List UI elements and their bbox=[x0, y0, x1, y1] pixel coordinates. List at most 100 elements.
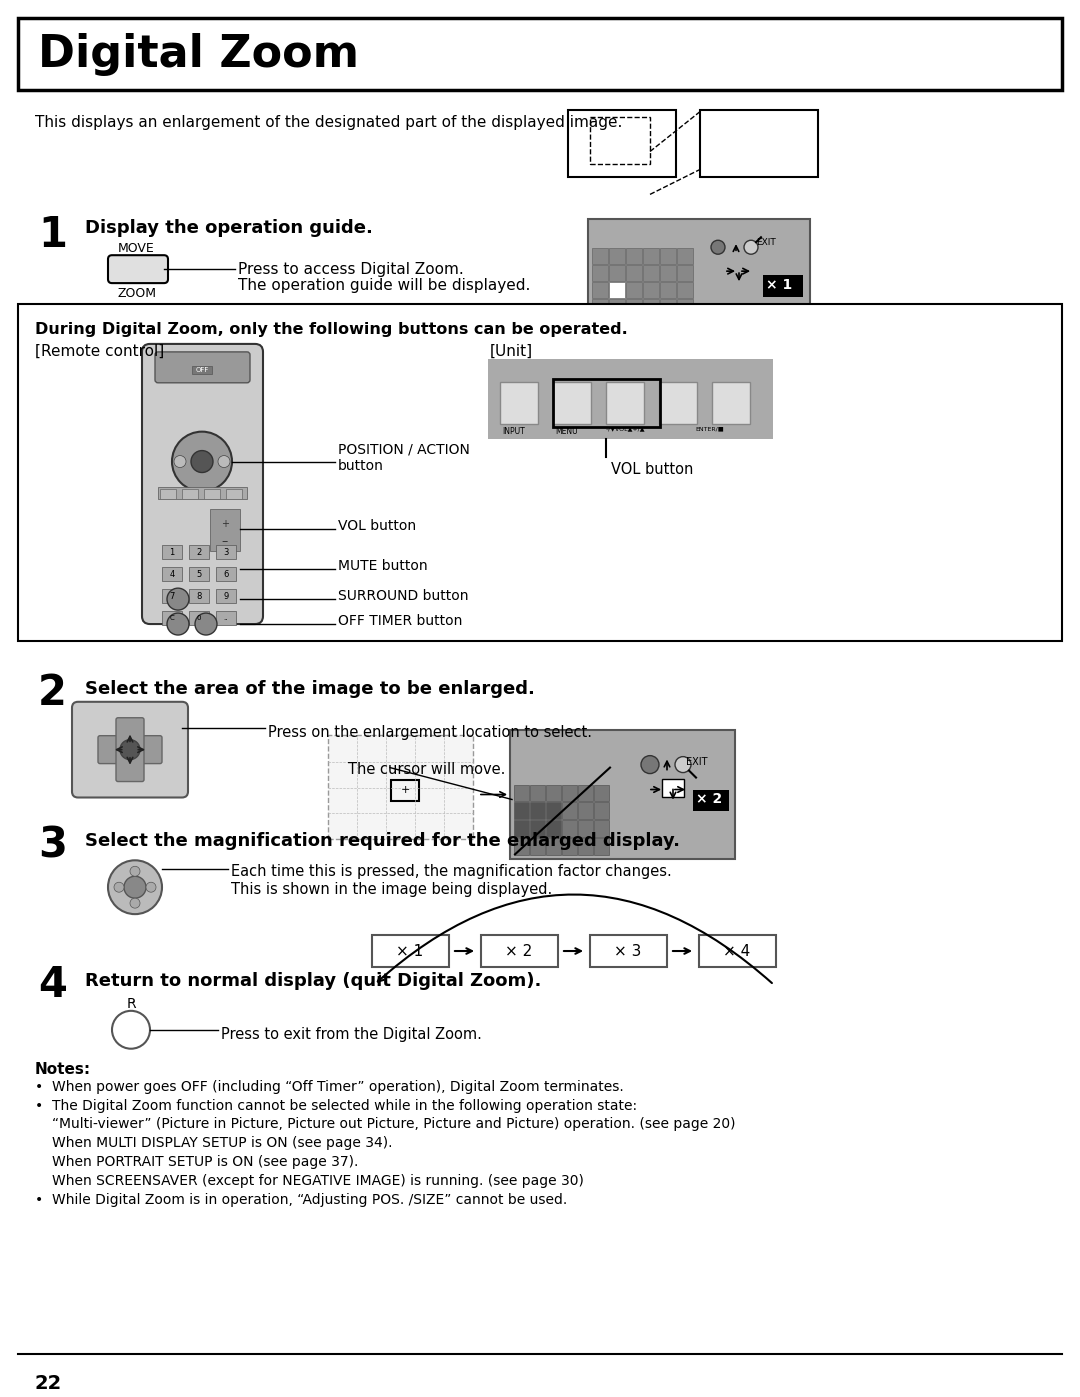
Bar bbox=[562, 820, 577, 837]
Bar bbox=[677, 299, 693, 314]
Bar bbox=[514, 785, 529, 802]
FancyBboxPatch shape bbox=[156, 352, 249, 383]
FancyBboxPatch shape bbox=[108, 256, 168, 284]
FancyBboxPatch shape bbox=[116, 718, 144, 781]
Circle shape bbox=[167, 588, 189, 610]
Circle shape bbox=[130, 866, 140, 876]
Text: 7: 7 bbox=[170, 591, 175, 601]
Text: Press on the enlargement location to select.: Press on the enlargement location to sel… bbox=[268, 725, 592, 740]
Bar bbox=[514, 802, 529, 820]
Bar bbox=[578, 785, 593, 802]
Bar bbox=[18, 305, 1062, 641]
Bar bbox=[189, 545, 210, 559]
Text: 2: 2 bbox=[197, 548, 202, 557]
Bar bbox=[677, 249, 693, 264]
Text: –: – bbox=[221, 535, 228, 548]
Circle shape bbox=[744, 240, 758, 254]
Bar bbox=[189, 610, 210, 624]
Bar bbox=[216, 545, 237, 559]
Text: The operation guide will be displayed.: The operation guide will be displayed. bbox=[238, 278, 530, 293]
Bar bbox=[609, 282, 625, 298]
Text: MENU: MENU bbox=[555, 426, 578, 436]
Text: •  The Digital Zoom function cannot be selected while in the following operation: • The Digital Zoom function cannot be se… bbox=[35, 1098, 637, 1112]
Text: MUTE button: MUTE button bbox=[338, 559, 428, 573]
Circle shape bbox=[711, 240, 725, 254]
Text: 6: 6 bbox=[224, 570, 229, 578]
Bar bbox=[18, 18, 1062, 89]
Bar bbox=[660, 282, 676, 298]
Bar bbox=[578, 802, 593, 820]
Text: Select the area of the image to be enlarged.: Select the area of the image to be enlar… bbox=[85, 680, 535, 698]
Bar bbox=[481, 935, 558, 967]
Text: ..: .. bbox=[224, 615, 228, 622]
Circle shape bbox=[195, 613, 217, 636]
Bar bbox=[590, 935, 667, 967]
FancyBboxPatch shape bbox=[141, 344, 264, 624]
Text: 3: 3 bbox=[224, 548, 229, 557]
Text: When MULTI DISPLAY SETUP is ON (see page 34).: When MULTI DISPLAY SETUP is ON (see page… bbox=[52, 1136, 392, 1151]
Bar bbox=[189, 567, 210, 581]
Circle shape bbox=[191, 451, 213, 472]
Text: Display the operation guide.: Display the operation guide. bbox=[85, 219, 373, 237]
Text: × 4: × 4 bbox=[724, 943, 751, 958]
Bar bbox=[578, 820, 593, 837]
Bar bbox=[162, 545, 183, 559]
Bar bbox=[391, 780, 419, 802]
Circle shape bbox=[114, 883, 124, 893]
Text: When PORTRAIT SETUP is ON (see page 37).: When PORTRAIT SETUP is ON (see page 37). bbox=[52, 1155, 359, 1169]
Bar bbox=[160, 489, 176, 500]
Text: Press to exit from the Digital Zoom.: Press to exit from the Digital Zoom. bbox=[221, 1027, 482, 1042]
Bar bbox=[588, 219, 810, 319]
Circle shape bbox=[172, 432, 232, 492]
Bar bbox=[626, 265, 642, 281]
Bar bbox=[500, 381, 538, 423]
Text: “Multi-viewer” (Picture in Picture, Picture out Picture, Picture and Picture) op: “Multi-viewer” (Picture in Picture, Pict… bbox=[52, 1118, 735, 1132]
Text: When SCREENSAVER (except for NEGATIVE IMAGE) is running. (see page 30): When SCREENSAVER (except for NEGATIVE IM… bbox=[52, 1175, 584, 1189]
Bar bbox=[553, 379, 660, 426]
Bar bbox=[594, 785, 609, 802]
Bar bbox=[609, 299, 625, 314]
Bar bbox=[594, 802, 609, 820]
Text: 1: 1 bbox=[38, 214, 67, 256]
Bar bbox=[662, 778, 684, 796]
Bar bbox=[643, 249, 659, 264]
Bar bbox=[189, 590, 210, 604]
Bar bbox=[700, 109, 818, 177]
Text: Notes:: Notes: bbox=[35, 1062, 91, 1077]
Bar bbox=[592, 249, 608, 264]
Bar bbox=[660, 265, 676, 281]
Text: EXIT: EXIT bbox=[756, 239, 775, 247]
Bar bbox=[514, 820, 529, 837]
Bar bbox=[677, 282, 693, 298]
Circle shape bbox=[108, 861, 162, 914]
Text: Digital Zoom: Digital Zoom bbox=[38, 34, 359, 77]
Text: 1: 1 bbox=[170, 548, 175, 557]
Circle shape bbox=[146, 883, 156, 893]
Bar bbox=[590, 116, 650, 165]
Text: 8: 8 bbox=[197, 591, 202, 601]
Circle shape bbox=[112, 1011, 150, 1049]
Text: VOL button: VOL button bbox=[611, 461, 693, 476]
Text: 4: 4 bbox=[170, 570, 175, 578]
Bar bbox=[216, 567, 237, 581]
Text: 2: 2 bbox=[38, 672, 67, 714]
Bar bbox=[659, 381, 697, 423]
FancyBboxPatch shape bbox=[72, 701, 188, 798]
Text: This is shown in the image being displayed.: This is shown in the image being display… bbox=[231, 883, 552, 897]
Bar bbox=[204, 489, 220, 500]
Bar bbox=[562, 802, 577, 820]
Text: OFF TIMER button: OFF TIMER button bbox=[338, 615, 462, 629]
Bar bbox=[530, 785, 545, 802]
Text: ENTER/■: ENTER/■ bbox=[696, 426, 724, 432]
Bar bbox=[162, 567, 183, 581]
Bar bbox=[372, 935, 449, 967]
Bar bbox=[699, 935, 777, 967]
Bar bbox=[578, 838, 593, 855]
Circle shape bbox=[218, 455, 230, 468]
Bar bbox=[609, 249, 625, 264]
Bar bbox=[216, 590, 237, 604]
Bar bbox=[546, 820, 561, 837]
Bar bbox=[712, 381, 750, 423]
Text: During Digital Zoom, only the following buttons can be operated.: During Digital Zoom, only the following … bbox=[35, 321, 627, 337]
Bar bbox=[568, 109, 676, 177]
